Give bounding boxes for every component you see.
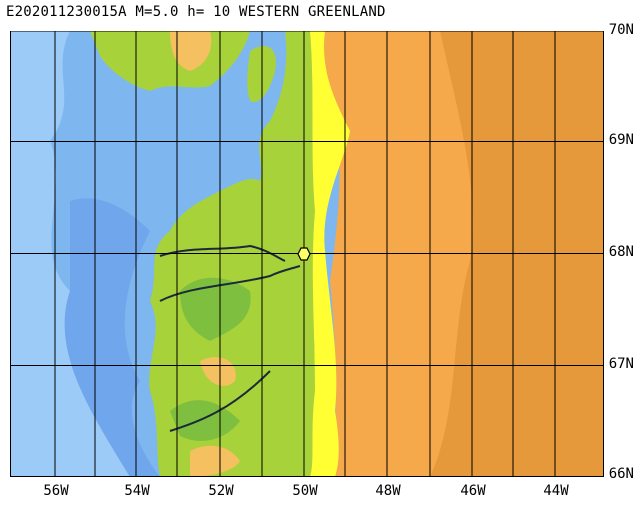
lon-label-56w: 56W	[43, 483, 69, 499]
lon-label-54w: 54W	[124, 483, 150, 499]
map-canvas	[10, 31, 604, 477]
fjord-2	[159, 265, 301, 302]
lon-label-50w: 50W	[292, 483, 318, 499]
ocean-shelf-inner	[64, 198, 160, 477]
lat-label-67n: 67N	[608, 356, 634, 372]
land-dark-green	[180, 277, 251, 341]
lon-label-48w: 48W	[375, 483, 401, 499]
highland-tan-3	[200, 357, 236, 386]
lon-grid	[10, 31, 604, 477]
lat-label-66n: 66N	[608, 466, 634, 482]
epicenter-marker-icon	[297, 247, 311, 261]
highland-tan-1	[170, 31, 212, 71]
lon-label-46w: 46W	[460, 483, 486, 499]
lat-label-69n: 69N	[608, 132, 634, 148]
lat-label-68n: 68N	[608, 244, 634, 260]
lon-label-52w: 52W	[208, 483, 234, 499]
land-dark-green-2	[170, 400, 240, 441]
map-title: E202011230015A M=5.0 h= 10 WESTERN GREEN…	[6, 4, 386, 20]
highland-tan-2	[190, 445, 240, 477]
fjord-1	[159, 244, 286, 262]
lat-label-70n: 70N	[608, 22, 634, 38]
lon-label-44w: 44W	[543, 483, 569, 499]
fjord-3	[169, 370, 271, 432]
